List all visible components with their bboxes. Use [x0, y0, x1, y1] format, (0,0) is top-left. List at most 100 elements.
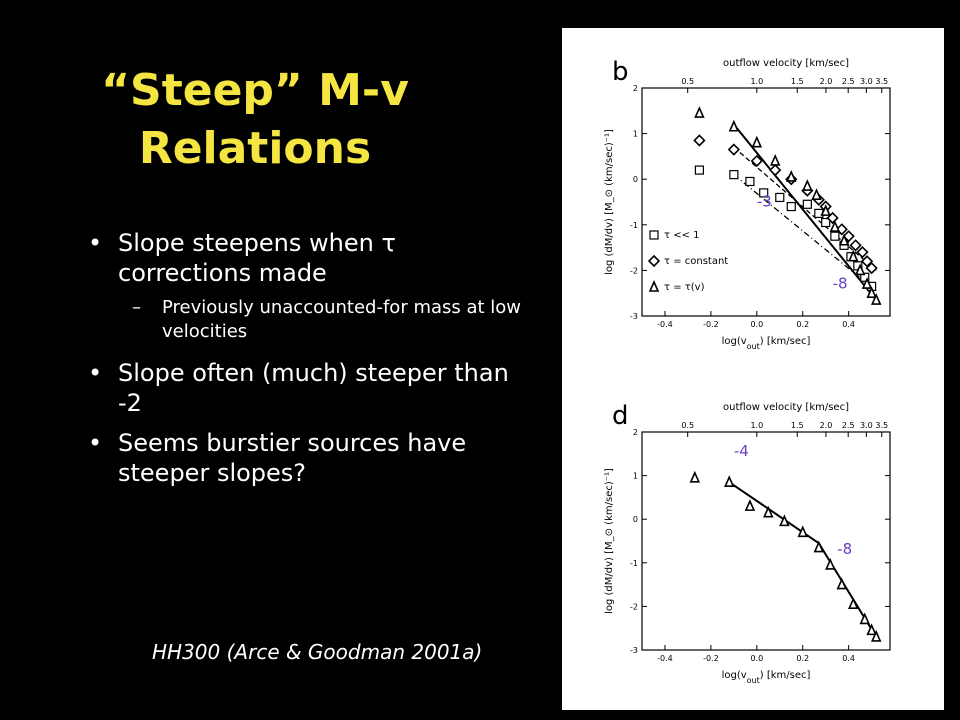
- y-axis-label: log (dM/dv) [M_⊙ (km/sec)⁻¹]: [604, 468, 615, 614]
- data-point-triangle: [724, 475, 735, 487]
- data-point-triangle: [811, 188, 822, 200]
- top-tick-label: 1.5: [791, 421, 804, 430]
- slide-title: “Steep” M-v Relations: [101, 65, 409, 174]
- data-point-triangle: [848, 249, 859, 262]
- top-axis-label: outflow velocity [km/sec]: [723, 402, 849, 413]
- figure-panel: b outflow velocity [km/sec] 0.5 1.0 1.5 2.0 2.…: [562, 28, 944, 710]
- x-tick-label: 0.4: [842, 654, 855, 663]
- data-point-diamond: [769, 163, 782, 177]
- x-axis-label: log(vout) [km/sec]: [722, 336, 811, 351]
- data-point-diamond: [856, 246, 869, 259]
- data-point-triangle: [861, 277, 873, 289]
- top-tick-label: 3.5: [875, 77, 888, 86]
- top-tick-label: 0.5: [681, 421, 694, 430]
- x-tick-label: 0.0: [750, 654, 763, 663]
- data-point-square: [694, 165, 705, 175]
- data-point-triangle: [802, 179, 813, 191]
- data-point-triangle: [870, 293, 882, 305]
- data-point-triangle: [763, 505, 774, 518]
- data-point-triangle: [854, 263, 866, 276]
- legend-label: τ = τ(v): [664, 282, 705, 293]
- y-tick-label: -3: [630, 646, 638, 655]
- data-point-triangle: [836, 577, 848, 590]
- legend-label: τ << 1: [664, 230, 700, 241]
- data-point-diamond: [849, 239, 862, 252]
- plot-frame: [641, 87, 891, 317]
- top-tick-label: 3.0: [860, 421, 873, 430]
- legend-marker: [647, 254, 661, 268]
- figure-svg: b outflow velocity [km/sec] 0.5 1.0 1.5 2.0 2.…: [604, 57, 891, 685]
- y-tick-label: 0: [633, 175, 638, 184]
- data-point-diamond: [860, 255, 874, 268]
- data-point-diamond: [727, 143, 740, 156]
- x-tick-label: 0.4: [842, 320, 855, 329]
- panel-label: b: [612, 57, 629, 87]
- figure-caption: HH300 (Arce & Goodman 2001a): [152, 640, 483, 664]
- y-axis-label: log (dM/dv) [M_⊙ (km/sec)⁻¹]: [604, 129, 615, 275]
- data-point-square: [729, 170, 739, 180]
- panel-label: d: [612, 401, 629, 431]
- data-point-triangle: [870, 629, 882, 642]
- y-tick-label: -1: [630, 559, 638, 568]
- slope-annotation: -3: [757, 193, 772, 211]
- data-point-triangle: [866, 623, 877, 636]
- x-tick-label: -0.2: [703, 654, 719, 663]
- y-tick-label: -1: [630, 221, 638, 230]
- x-tick-label: 0.2: [796, 320, 809, 329]
- top-tick-label: 2.0: [820, 77, 833, 86]
- data-point-triangle: [689, 470, 701, 483]
- x-axis-label: log(vout) [km/sec]: [722, 670, 811, 685]
- sub-bullet-item: Previously unaccounted-for mass at low v…: [132, 296, 528, 344]
- top-tick-label: 1.5: [791, 77, 804, 86]
- fit-line: [733, 174, 877, 292]
- y-tick-label: 1: [633, 130, 638, 139]
- data-point-square: [802, 199, 812, 209]
- data-point-triangle: [820, 204, 831, 216]
- data-point-triangle: [859, 612, 870, 625]
- y-tick-label: 1: [633, 472, 638, 481]
- data-point-triangle: [744, 499, 756, 511]
- bullet-list: Slope steepens when τ corrections made P…: [88, 228, 528, 498]
- y-tick-label: 2: [633, 428, 638, 437]
- data-point-triangle: [825, 558, 836, 570]
- top-axis-label: outflow velocity [km/sec]: [723, 58, 849, 69]
- y-tick-label: -2: [630, 602, 638, 611]
- fit-line: [733, 146, 877, 271]
- top-tick-label: 2.5: [842, 77, 855, 86]
- x-tick-label: -0.4: [657, 654, 673, 663]
- data-point-diamond: [693, 134, 706, 147]
- data-point-triangle: [797, 525, 808, 538]
- plot-frame: [641, 431, 891, 651]
- x-tick-label: -0.2: [703, 320, 719, 329]
- top-tick-label: 0.5: [681, 77, 694, 86]
- data-point-square: [860, 272, 870, 282]
- x-tick-label: 0.0: [750, 320, 763, 329]
- top-tick-label: 2.0: [820, 421, 833, 430]
- data-point-triangle: [829, 220, 841, 232]
- y-tick-label: -3: [630, 312, 638, 321]
- top-tick-label: 3.5: [875, 421, 888, 430]
- legend-label: τ = constant: [664, 256, 728, 267]
- top-tick-label: 1.0: [750, 77, 763, 86]
- top-tick-label: 3.0: [860, 77, 873, 86]
- y-tick-label: 2: [633, 84, 638, 93]
- legend-marker: [648, 280, 660, 292]
- data-point-triangle: [866, 286, 877, 299]
- data-point-square: [775, 192, 785, 203]
- top-tick-label: 2.5: [842, 421, 855, 430]
- data-point-triangle: [786, 169, 797, 182]
- bullet-item: Seems burstier sources have steeper slop…: [88, 428, 528, 488]
- data-point-triangle: [694, 106, 705, 118]
- data-point-square: [830, 231, 840, 241]
- data-point-diamond: [750, 154, 763, 168]
- data-point-triangle: [751, 135, 763, 148]
- y-tick-label: -2: [630, 266, 638, 275]
- bullet-item: Slope often (much) steeper than -2: [88, 358, 528, 418]
- data-point-triangle: [838, 233, 850, 246]
- data-point-triangle: [769, 153, 781, 166]
- data-point-triangle: [848, 597, 859, 610]
- data-point-square: [759, 188, 769, 198]
- bullet-item: Slope steepens when τ corrections made: [88, 228, 528, 288]
- x-tick-label: 0.2: [796, 654, 809, 663]
- data-point-square: [821, 217, 831, 228]
